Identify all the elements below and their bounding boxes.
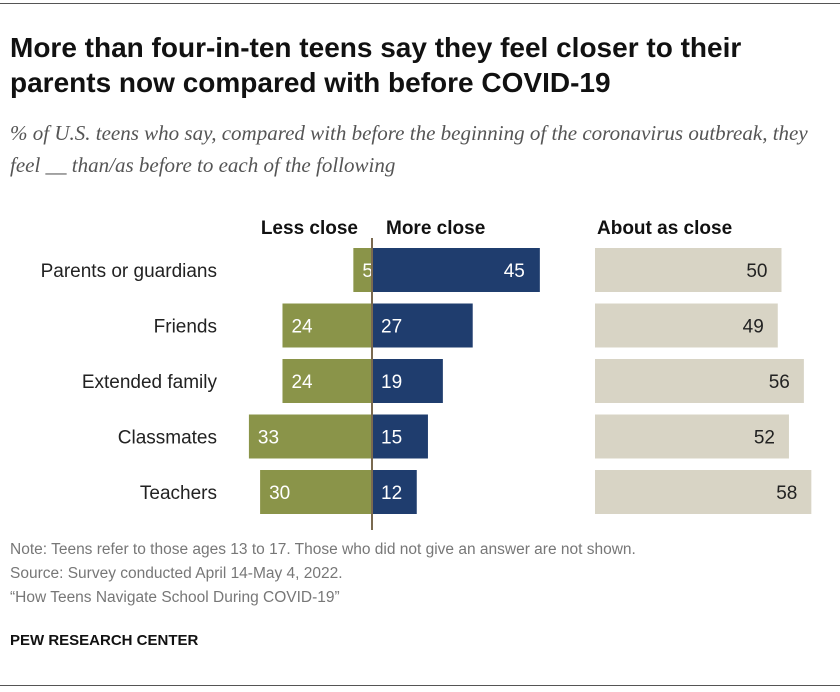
chart-subtitle: % of U.S. teens who say, compared with b… [10,121,808,177]
bar-less-close [260,470,372,514]
data-label-more-close: 15 [381,428,402,449]
report-title-line: “How Teens Navigate School During COVID-… [10,589,340,606]
legend-less-close: Less close [261,218,358,239]
note-line: Note: Teens refer to those ages 13 to 17… [10,541,636,558]
bar-about-as-close [595,359,804,403]
diverging-bar-chart: Less close More close About as close Parent… [41,218,812,530]
chart-notes: Note: Teens refer to those ages 13 to 17… [10,538,835,610]
category-label: Teachers [140,483,217,504]
top-rule [0,3,840,4]
data-label-less-close: 24 [291,317,313,338]
data-label-about-as-close: 56 [769,372,790,393]
data-label-about-as-close: 52 [754,428,775,449]
data-label-less-close: 30 [269,483,290,504]
bar-more-close [372,359,443,403]
bar-about-as-close [595,303,778,348]
legend-more-close: More close [386,218,485,239]
data-label-more-close: 19 [381,372,402,393]
bar-less-close [282,303,372,348]
chart-title: More than four-in-ten teens say they fee… [10,32,742,98]
bar-more-close [372,470,417,514]
data-label-about-as-close: 58 [776,483,797,504]
legend-about-as-close: About as close [597,218,732,239]
bar-more-close [372,303,473,348]
data-label-more-close: 45 [504,261,525,282]
data-label-more-close: 27 [381,317,402,338]
bar-less-close [353,248,372,292]
source-line: Source: Survey conducted April 14-May 4,… [10,565,343,582]
data-label-less-close: 33 [258,428,279,449]
bar-about-as-close [595,248,782,292]
category-label: Friends [154,317,217,338]
data-label-about-as-close: 49 [743,317,764,338]
bar-about-as-close [595,470,812,514]
bar-less-close [282,359,372,403]
category-label: Parents or guardians [41,261,217,282]
category-label: Extended family [82,372,218,393]
data-label-less-close: 24 [291,372,313,393]
bottom-rule [0,685,840,686]
data-label-about-as-close: 50 [746,261,767,282]
category-label: Classmates [118,428,217,449]
bar-more-close [372,248,540,292]
bar-about-as-close [595,414,789,459]
bar-more-close [372,414,428,459]
data-label-more-close: 12 [381,483,402,504]
pew-research-center-logo: PEW RESEARCH CENTER [10,632,199,649]
data-label-less-close: 5 [362,261,373,282]
bar-less-close [248,414,372,459]
